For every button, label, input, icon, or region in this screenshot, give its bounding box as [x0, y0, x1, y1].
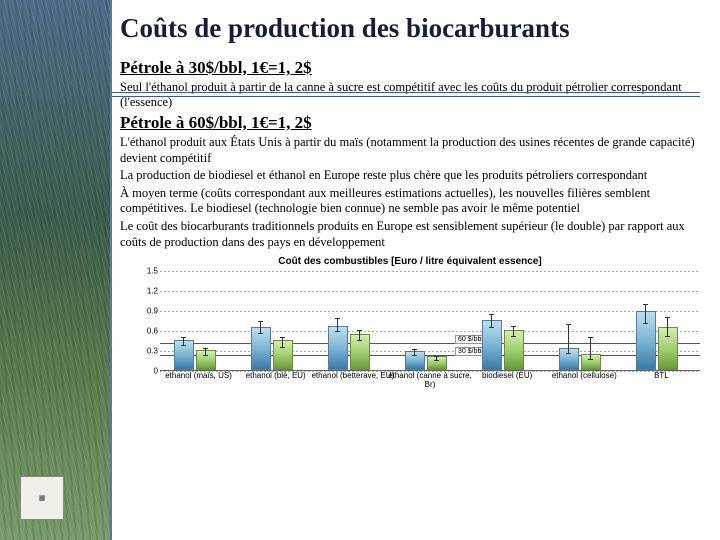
section2-p3: À moyen terme (coûts correspondant aux m…: [120, 186, 702, 217]
error-bar: [491, 314, 492, 327]
section2-p4: Le coût des biocarburants traditionnels …: [120, 219, 702, 250]
xlabel: BTL: [614, 372, 708, 381]
error-bar: [667, 317, 668, 337]
error-bar: [359, 330, 360, 341]
sidebar-image: ▦: [0, 0, 112, 540]
bar-future: [427, 356, 447, 370]
divider-line: [112, 92, 700, 93]
error-bar: [282, 337, 283, 348]
chart-area: 00.30.60.91.21.560 $/bbl30 $/bblethanol …: [140, 271, 700, 391]
content: Coûts de production des biocarburants Pé…: [112, 0, 720, 540]
error-bar: [568, 324, 569, 355]
bar-group: ethanol (betterave, EU): [326, 270, 380, 370]
ytick-label: 1.2: [138, 287, 158, 296]
error-bar: [205, 348, 206, 356]
bar-group: ethanol (canne à sucre, Br): [403, 270, 457, 370]
error-bar: [436, 356, 437, 361]
cost-chart: Coût des combustibles [Euro / litre équi…: [120, 256, 700, 391]
ytick-label: 0.3: [138, 347, 158, 356]
error-bar: [183, 337, 184, 346]
bar-group: ethanol (maïs, US): [172, 270, 226, 370]
section2-heading: Pétrole à 60$/bbl, 1€=1, 2$: [120, 113, 702, 133]
bar-current: [328, 326, 348, 371]
section2-p2: La production de biodiesel et éthanol en…: [120, 168, 702, 184]
bar-future: [658, 327, 678, 370]
divider-line: [112, 96, 700, 97]
bar-group: BTL: [634, 270, 688, 370]
error-bar: [414, 349, 415, 356]
bar-group: ethanol (cellulose): [557, 270, 611, 370]
error-bar: [337, 318, 338, 331]
section1-heading: Pétrole à 30$/bbl, 1€=1, 2$: [120, 58, 702, 78]
bar-current: [482, 320, 502, 370]
error-bar: [260, 321, 261, 334]
bar-future: [581, 354, 601, 371]
bar-future: [273, 340, 293, 370]
error-bar: [513, 326, 514, 337]
logo-box: ▦: [20, 476, 64, 520]
chart-plot: 00.30.60.91.21.560 $/bbl30 $/bblethanol …: [160, 271, 700, 371]
bar-current: [636, 311, 656, 370]
bar-group: ethanol (blé, EU): [249, 270, 303, 370]
ytick-label: 0.6: [138, 327, 158, 336]
ytick-label: 1.5: [138, 267, 158, 276]
bar-group: biodiesel (EU): [480, 270, 534, 370]
bar-current: [559, 348, 579, 370]
section2-p1: L'éthanol produit aux États Unis à parti…: [120, 135, 702, 166]
bar-future: [196, 350, 216, 371]
error-bar: [590, 337, 591, 360]
page-title: Coûts de production des biocarburants: [120, 14, 702, 44]
text-block: Pétrole à 30$/bbl, 1€=1, 2$ Seul l'éthan…: [120, 58, 702, 251]
ytick-label: 0.9: [138, 307, 158, 316]
error-bar: [645, 304, 646, 324]
chart-title: Coût des combustibles [Euro / litre équi…: [120, 256, 700, 267]
